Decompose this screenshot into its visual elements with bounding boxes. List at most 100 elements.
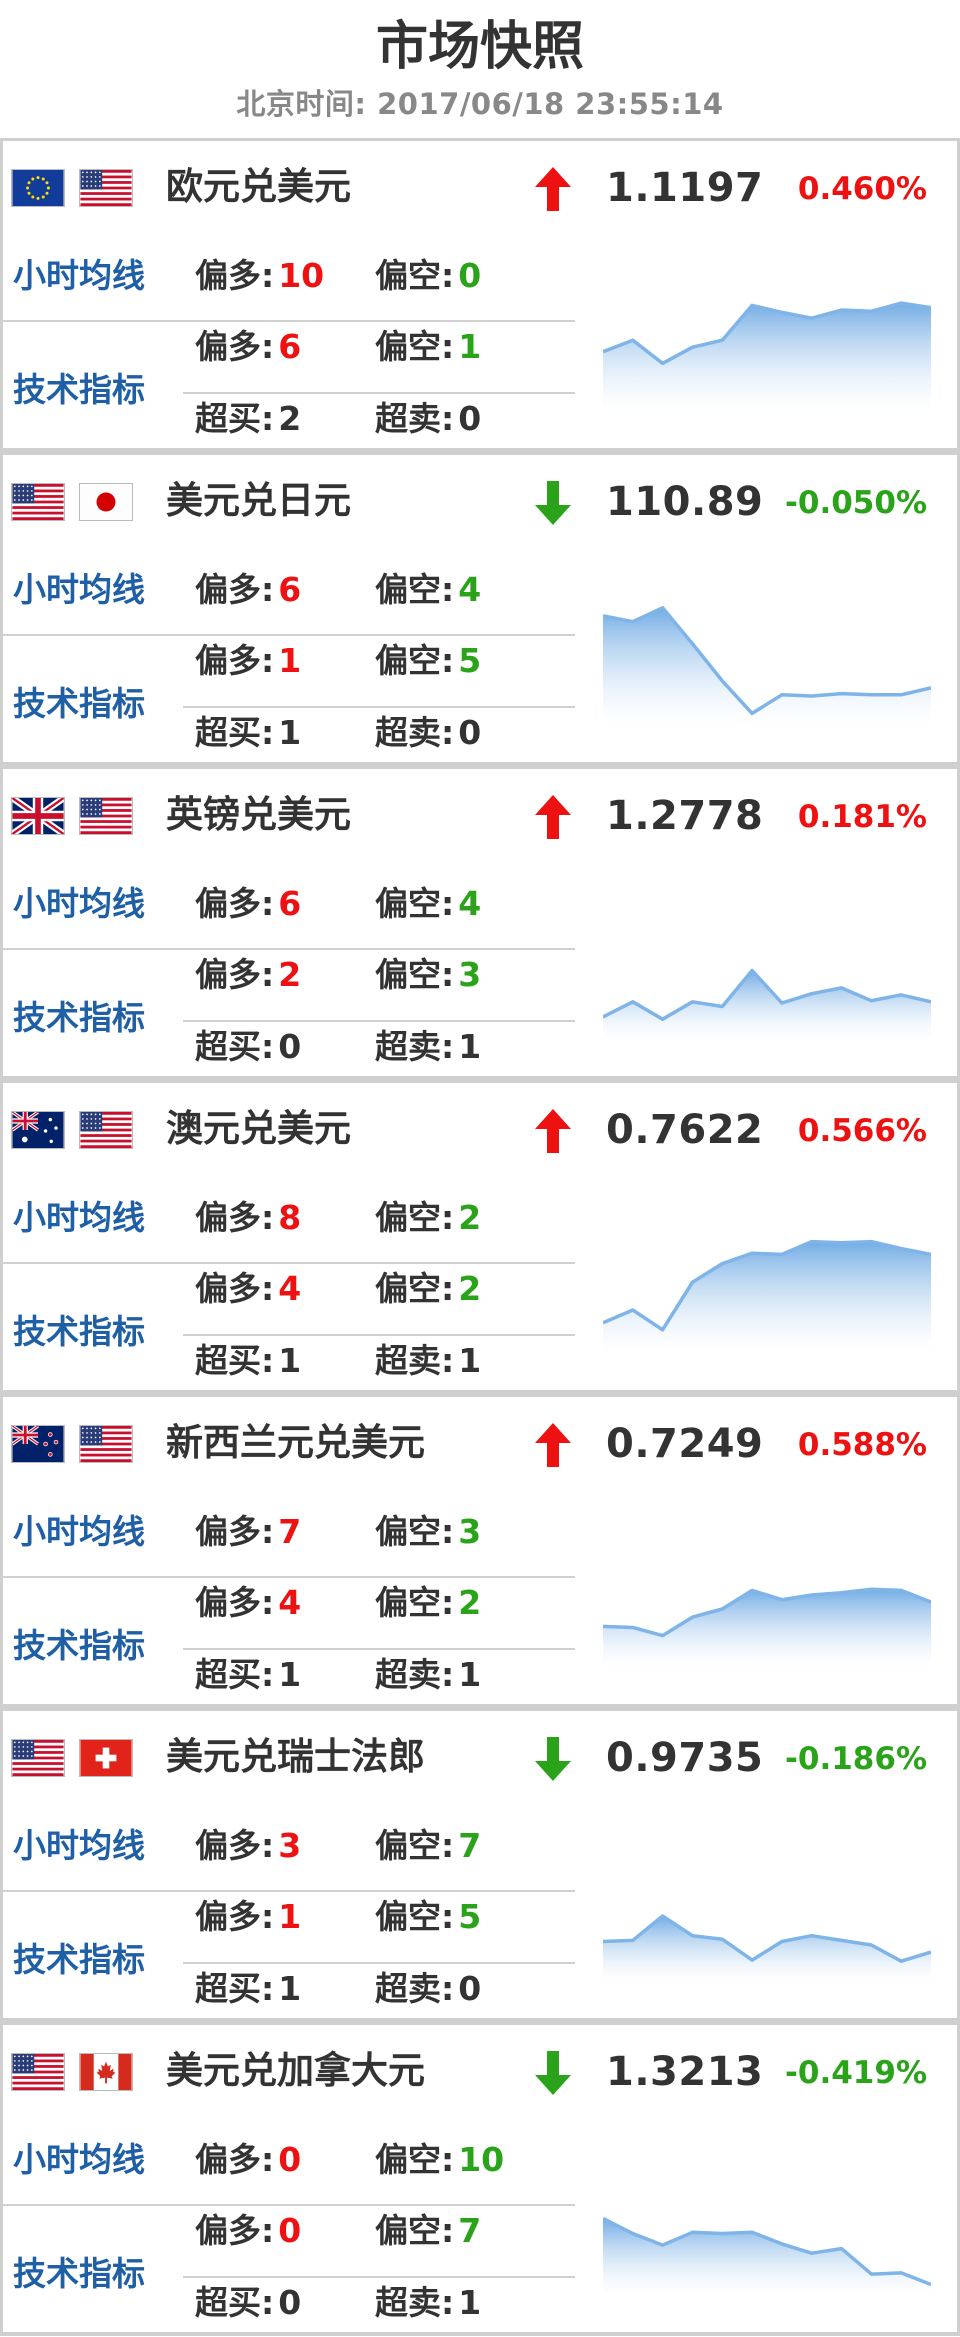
page-header: 市场快照 北京时间: 2017/06/18 23:55:14	[0, 0, 960, 138]
pair-header[interactable]: 英镑兑美元 1.2778 0.181%	[0, 766, 960, 862]
pair-header[interactable]: 欧元兑美元 1.1197 0.460%	[0, 138, 960, 234]
pair-price: 1.1197	[606, 165, 764, 211]
divider	[183, 2276, 575, 2278]
tech-long: 偏多: 1	[195, 641, 302, 680]
currency-pair[interactable]: 欧元兑美元 1.1197 0.460% 小时均线 技术指标 偏多: 10 偏空: 0 偏多: 6 偏空…	[0, 138, 960, 452]
pair-header[interactable]: 美元兑加拿大元 1.3213 -0.419%	[0, 2022, 960, 2118]
pair-name: 新西兰元兑美元	[166, 1421, 425, 1464]
ma-short-value: 4	[458, 884, 482, 923]
tech-long-value: 6	[278, 327, 302, 366]
arrow-up-icon	[531, 163, 575, 215]
tech-long: 偏多: 4	[195, 1583, 302, 1622]
divider	[3, 1262, 575, 1264]
currency-pair[interactable]: 美元兑日元 110.89 -0.050% 小时均线 技术指标 偏多: 6 偏空: 4 偏多: 1 偏空…	[0, 452, 960, 766]
ma-short: 偏空: 4	[375, 884, 482, 923]
tech-short-value: 3	[458, 955, 482, 994]
ma-long: 偏多: 8	[195, 1198, 302, 1237]
pair-change: -0.186%	[785, 1741, 927, 1777]
overbought-value: 0	[278, 2283, 302, 2322]
overbought-value: 1	[278, 1969, 302, 2008]
trend-sparkline	[603, 1222, 931, 1354]
pair-header[interactable]: 澳元兑美元 0.7622 0.566%	[0, 1080, 960, 1176]
oversold-value: 1	[458, 1341, 482, 1380]
oversold-value: 1	[458, 2283, 482, 2322]
ma-long-value: 6	[278, 570, 302, 609]
pair-change: -0.419%	[785, 2055, 927, 2091]
trend-sparkline	[603, 594, 931, 726]
pair-price: 1.3213	[606, 2049, 764, 2095]
ma-long-value: 6	[278, 884, 302, 923]
ma-short-value: 3	[458, 1512, 482, 1551]
ma-label: 小时均线	[13, 884, 145, 923]
pair-signals: 小时均线 技术指标 偏多: 7 偏空: 3 偏多: 4 偏空: 2 超买: 1 超卖: 1	[0, 1486, 960, 1708]
tech-label: 技术指标	[13, 370, 145, 409]
arrow-down-icon	[531, 2047, 575, 2099]
tech-long-value: 1	[278, 641, 302, 680]
ca-flag-icon	[79, 2053, 133, 2091]
pair-price: 1.2778	[606, 793, 764, 839]
tech-long: 偏多: 4	[195, 1269, 302, 1308]
trend-sparkline	[603, 1536, 931, 1668]
tech-label: 技术指标	[13, 1312, 145, 1351]
currency-pair[interactable]: 美元兑加拿大元 1.3213 -0.419% 小时均线 技术指标 偏多: 0 偏空: 10 偏多:…	[0, 2022, 960, 2336]
oversold-value: 1	[458, 1655, 482, 1694]
oversold-value: 0	[458, 399, 482, 438]
tech-long: 偏多: 1	[195, 1897, 302, 1936]
ma-short-value: 7	[458, 1826, 482, 1865]
ma-long-value: 0	[278, 2140, 302, 2179]
tech-oversold: 超卖: 0	[375, 713, 482, 752]
pair-change: -0.050%	[785, 485, 927, 521]
tech-overbought: 超买: 1	[195, 1655, 302, 1694]
tech-overbought: 超买: 0	[195, 2283, 302, 2322]
pair-header[interactable]: 美元兑瑞士法郎 0.9735 -0.186%	[0, 1708, 960, 1804]
oversold-value: 0	[458, 1969, 482, 2008]
currency-pair[interactable]: 新西兰元兑美元 0.7249 0.588% 小时均线 技术指标 偏多: 7 偏空: 3 偏多: 4 偏…	[0, 1394, 960, 1708]
arrow-up-icon	[531, 1105, 575, 1157]
tech-short: 偏空: 7	[375, 2211, 482, 2250]
tech-long-value: 1	[278, 1897, 302, 1936]
arrow-up-icon	[531, 1419, 575, 1471]
oversold-value: 0	[458, 713, 482, 752]
pair-name: 欧元兑美元	[166, 165, 351, 208]
tech-label: 技术指标	[13, 998, 145, 1037]
ma-short-value: 2	[458, 1198, 482, 1237]
ma-short: 偏空: 0	[375, 256, 482, 295]
trend-sparkline	[603, 908, 931, 1040]
pair-header[interactable]: 美元兑日元 110.89 -0.050%	[0, 452, 960, 548]
ma-long-value: 7	[278, 1512, 302, 1551]
ma-short-value: 0	[458, 256, 482, 295]
ma-label: 小时均线	[13, 2140, 145, 2179]
tech-oversold: 超卖: 1	[375, 1027, 482, 1066]
ch-flag-icon	[79, 1739, 133, 1777]
eu-flag-icon	[11, 169, 65, 207]
currency-pair[interactable]: 美元兑瑞士法郎 0.9735 -0.186% 小时均线 技术指标 偏多: 3 偏空: 7 偏多: 1…	[0, 1708, 960, 2022]
pair-name: 澳元兑美元	[166, 1107, 351, 1150]
tech-short: 偏空: 1	[375, 327, 482, 366]
currency-pair[interactable]: 英镑兑美元 1.2778 0.181% 小时均线 技术指标 偏多: 6 偏空: 4 偏多: 2 偏空:…	[0, 766, 960, 1080]
divider	[3, 1576, 575, 1578]
overbought-value: 1	[278, 713, 302, 752]
tech-long-value: 0	[278, 2211, 302, 2250]
pair-header[interactable]: 新西兰元兑美元 0.7249 0.588%	[0, 1394, 960, 1490]
pair-signals: 小时均线 技术指标 偏多: 10 偏空: 0 偏多: 6 偏空: 1 超买: 2 超卖: 0	[0, 230, 960, 452]
arrow-down-icon	[531, 477, 575, 529]
trend-sparkline	[603, 280, 931, 412]
tech-long-value: 2	[278, 955, 302, 994]
pair-price: 110.89	[606, 479, 764, 525]
ma-short-value: 4	[458, 570, 482, 609]
overbought-value: 1	[278, 1341, 302, 1380]
tech-short: 偏空: 5	[375, 641, 482, 680]
ma-label: 小时均线	[13, 256, 145, 295]
us-flag-icon	[79, 1425, 133, 1463]
ma-short: 偏空: 3	[375, 1512, 482, 1551]
pair-price: 0.7622	[606, 1107, 764, 1153]
tech-short: 偏空: 5	[375, 1897, 482, 1936]
pair-name: 英镑兑美元	[166, 793, 351, 836]
ma-long: 偏多: 3	[195, 1826, 302, 1865]
divider	[183, 1020, 575, 1022]
ma-long: 偏多: 0	[195, 2140, 302, 2179]
pair-change: 0.181%	[797, 799, 927, 835]
tech-oversold: 超卖: 1	[375, 1655, 482, 1694]
currency-pair[interactable]: 澳元兑美元 0.7622 0.566% 小时均线 技术指标 偏多: 8 偏空: 2 偏多: 4 偏空:…	[0, 1080, 960, 1394]
trend-sparkline	[603, 2164, 931, 2296]
